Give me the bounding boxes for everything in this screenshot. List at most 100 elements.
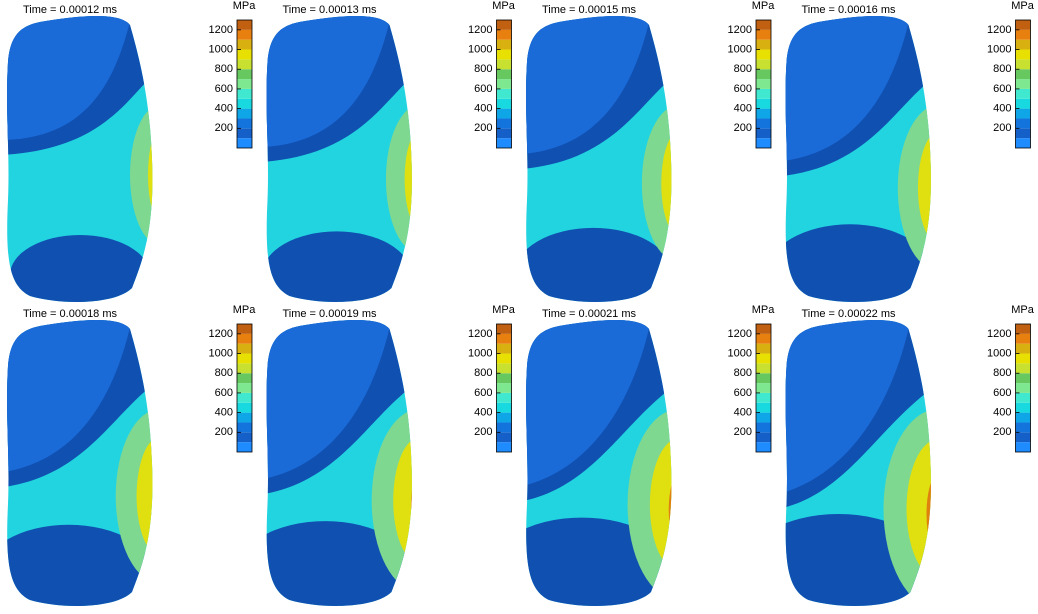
colorbar-band bbox=[237, 20, 252, 30]
colorbar-band bbox=[1015, 363, 1031, 374]
colorbar-band bbox=[496, 118, 512, 129]
colorbar-band bbox=[237, 324, 252, 334]
colorbar-band bbox=[1015, 20, 1031, 30]
contour-plot bbox=[266, 16, 412, 302]
colorbar-band bbox=[496, 29, 512, 40]
colorbar-band bbox=[756, 39, 771, 50]
colorbar-band bbox=[1015, 373, 1031, 384]
colorbar-tick-label: 200 bbox=[215, 426, 233, 438]
colorbar-band bbox=[496, 402, 512, 413]
panel-title: Time = 0.00022 ms bbox=[801, 308, 896, 320]
colorbar-tick-label: 200 bbox=[734, 122, 752, 134]
region bbox=[385, 105, 412, 254]
region bbox=[7, 320, 135, 473]
colorbar-band bbox=[756, 383, 771, 393]
colorbar-label: MPa bbox=[492, 0, 516, 12]
region bbox=[917, 132, 931, 244]
colorbar-band bbox=[756, 373, 771, 384]
region bbox=[883, 409, 931, 606]
colorbar-band bbox=[237, 49, 252, 60]
colorbar-band bbox=[756, 29, 771, 40]
contour-plot bbox=[785, 16, 931, 302]
colorbar-label: MPa bbox=[233, 0, 257, 12]
colorbar-frame bbox=[236, 19, 253, 149]
colorbar-band bbox=[237, 39, 252, 50]
contour-plot bbox=[526, 16, 683, 302]
colorbar-band bbox=[756, 128, 771, 139]
colorbar-band bbox=[1015, 383, 1031, 393]
colorbar-band bbox=[496, 79, 512, 89]
colorbar-tick-label: 1000 bbox=[468, 347, 492, 359]
colorbar-band bbox=[496, 88, 512, 99]
colorbar-band bbox=[496, 324, 512, 334]
panel-title: Time = 0.00021 ms bbox=[542, 308, 637, 320]
panel-title: Time = 0.00016 ms bbox=[801, 4, 896, 16]
colorbar-frame bbox=[496, 19, 512, 149]
panel-title: Time = 0.00013 ms bbox=[282, 4, 377, 16]
colorbar-band bbox=[1015, 69, 1031, 80]
colorbar-label: MPa bbox=[752, 304, 776, 316]
colorbar-label: MPa bbox=[752, 0, 776, 12]
panel: Time = 0.00018 ms MPa 200 400 600 800 1000 1200 bbox=[7, 304, 256, 606]
colorbar-band bbox=[1015, 333, 1031, 344]
colorbar-band bbox=[237, 108, 252, 119]
colorbar-tick-label: 200 bbox=[993, 426, 1011, 438]
panel-title: Time = 0.00015 ms bbox=[542, 4, 637, 16]
region bbox=[649, 438, 672, 572]
colorbar-tick-label: 800 bbox=[734, 367, 752, 379]
colorbar-band bbox=[237, 118, 252, 129]
colorbar-band bbox=[496, 49, 512, 60]
colorbar-band bbox=[1015, 343, 1031, 354]
region bbox=[7, 16, 135, 140]
colorbar-band bbox=[496, 353, 512, 364]
colorbar-tick-label: 800 bbox=[474, 63, 492, 75]
colorbar-tick-label: 200 bbox=[734, 426, 752, 438]
panel: Time = 0.00016 ms MPa 200 400 600 800 1000 1200 bbox=[785, 0, 1035, 302]
colorbar-tick-label: 400 bbox=[993, 407, 1011, 419]
colorbar-band bbox=[237, 138, 252, 148]
colorbar-tick-label: 400 bbox=[215, 407, 233, 419]
colorbar-tick-label: 600 bbox=[474, 83, 492, 95]
colorbar-tick-label: 600 bbox=[734, 387, 752, 399]
colorbar-band bbox=[237, 353, 252, 364]
panel: Time = 0.00015 ms MPa 200 400 600 800 1000 1200 bbox=[526, 0, 776, 302]
region bbox=[668, 474, 672, 546]
colorbar-band bbox=[1015, 392, 1031, 403]
region bbox=[526, 320, 654, 487]
colorbar-frame bbox=[236, 323, 253, 453]
contour-plot bbox=[266, 320, 412, 606]
colorbar-band bbox=[237, 402, 252, 413]
contour-plot bbox=[7, 320, 153, 606]
region bbox=[641, 105, 672, 263]
panel-title: Time = 0.00012 ms bbox=[23, 4, 118, 16]
region bbox=[676, 170, 683, 207]
colorbar-tick-label: 200 bbox=[215, 122, 233, 134]
colorbar-tick-label: 400 bbox=[734, 407, 752, 419]
colorbar-tick-label: 1200 bbox=[987, 328, 1011, 340]
colorbar-band bbox=[496, 422, 512, 433]
colorbar-tick-label: 1200 bbox=[468, 24, 492, 36]
colorbar-tick-label: 800 bbox=[734, 63, 752, 75]
colorbar-band bbox=[756, 392, 771, 403]
colorbar-band bbox=[496, 69, 512, 80]
region bbox=[627, 408, 672, 601]
colorbar-tick-label: 400 bbox=[734, 103, 752, 115]
colorbar-band bbox=[756, 353, 771, 364]
colorbar-band bbox=[1015, 442, 1031, 452]
colorbar-tick-label: 1000 bbox=[987, 43, 1011, 55]
colorbar-band bbox=[237, 128, 252, 139]
colorbar-tick-label: 200 bbox=[474, 122, 492, 134]
colorbar-tick-label: 200 bbox=[993, 122, 1011, 134]
colorbar-band bbox=[756, 442, 771, 452]
colorbar-tick-label: 400 bbox=[215, 103, 233, 115]
colorbar-tick-label: 1000 bbox=[728, 43, 752, 55]
colorbar-band bbox=[496, 20, 512, 30]
colorbar-band bbox=[1015, 88, 1031, 99]
colorbar-band bbox=[756, 118, 771, 129]
colorbar-band bbox=[756, 79, 771, 89]
colorbar-tick-label: 800 bbox=[993, 367, 1011, 379]
colorbar-tick-label: 1000 bbox=[728, 347, 752, 359]
contour-plot bbox=[785, 320, 931, 606]
colorbar-band bbox=[1015, 324, 1031, 334]
